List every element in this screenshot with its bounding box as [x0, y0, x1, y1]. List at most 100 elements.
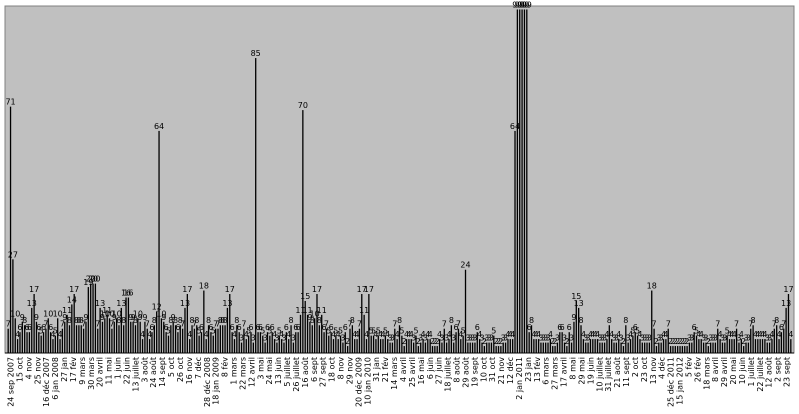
bar-value-label: 3 [543, 334, 548, 343]
bar-value-label: 9 [83, 313, 88, 322]
bar [514, 130, 516, 353]
bar-value-label: 4 [699, 330, 704, 339]
bar-value-label: 7 [666, 320, 671, 329]
bar-value-label: 7 [60, 320, 65, 329]
bar [681, 346, 684, 353]
bar-value-label: 8 [234, 316, 239, 325]
bar-value-label: 2 [402, 337, 407, 346]
bar-value-label: 8 [121, 316, 126, 325]
x-tick-label: 23 jan [524, 357, 533, 382]
bar-value-label: 16 [121, 288, 131, 297]
bar-value-label: 2 [682, 337, 687, 346]
bar [49, 332, 52, 353]
x-tick-label: 17 avril [560, 357, 569, 387]
bar [332, 339, 335, 353]
bar [104, 318, 106, 353]
bar-value-label: 4 [373, 330, 378, 339]
x-tick-label: 10 juin [738, 357, 747, 384]
x-tick-label: 8 août [453, 357, 462, 383]
bar [31, 307, 33, 353]
bar-value-label: 8 [173, 316, 178, 325]
bar [615, 342, 618, 353]
bar [295, 332, 297, 353]
bar-value-label: 8 [350, 316, 355, 325]
bar [636, 335, 639, 353]
x-tick-label: 2 sept [774, 357, 783, 382]
bar-value-label: 4 [272, 330, 277, 339]
bar [33, 294, 35, 353]
bar [339, 335, 342, 353]
bar [747, 342, 750, 353]
x-tick-label: 13 juin [274, 357, 283, 384]
bar-value-label: 4 [788, 330, 793, 339]
bar [436, 346, 438, 353]
bar-value-label: 9 [128, 313, 133, 322]
bar [191, 325, 193, 353]
bar [507, 339, 509, 353]
bar [752, 325, 754, 353]
bar-value-label: 8 [317, 316, 322, 325]
bar-value-label: 7 [772, 320, 777, 329]
bar-value-label: 5 [413, 327, 418, 336]
bar [231, 332, 233, 353]
bar [556, 342, 559, 353]
bar [165, 332, 167, 353]
bar-value-label: 5 [166, 327, 171, 336]
bar [618, 339, 620, 353]
bar-value-label: 6 [258, 323, 263, 332]
bar [108, 318, 111, 353]
bar-value-label: 2 [673, 337, 678, 346]
bar-value-label: 2 [432, 337, 437, 346]
bar-value-label: 4 [727, 330, 732, 339]
bar-value-label: 4 [548, 330, 553, 339]
bar [790, 339, 792, 353]
bar-value-label: 7 [456, 320, 461, 329]
bar [700, 339, 702, 353]
x-tick-label: 12 août [765, 357, 774, 388]
bar-value-label: 10 [53, 309, 63, 318]
bar [599, 342, 601, 353]
bar [405, 339, 408, 353]
bar-value-label: 3 [489, 334, 494, 343]
bar [276, 342, 278, 353]
bar [148, 339, 151, 353]
bar-value-label: 4 [378, 330, 383, 339]
bar [71, 304, 73, 353]
bar [745, 342, 747, 353]
bar-value-label: 6 [199, 323, 204, 332]
x-tick-label: 23 oct [640, 357, 649, 382]
x-tick-label: 17 fév [68, 357, 78, 382]
bar-value-label: 3 [484, 334, 489, 343]
bar [94, 283, 97, 353]
bar [292, 342, 295, 353]
bar-value-label: 7 [192, 320, 197, 329]
x-tick-label: 30 mars [87, 357, 96, 390]
bar [177, 332, 179, 353]
x-tick-label: 29 avril [720, 357, 729, 387]
plot-area [4, 5, 795, 354]
bar-value-label: 4 [279, 330, 284, 339]
bar-value-label: 4 [729, 330, 734, 339]
bar [613, 342, 615, 353]
bar [625, 325, 627, 353]
bar-value-label: 4 [536, 330, 541, 339]
bar [323, 332, 325, 353]
bar-value-label: 7 [357, 320, 362, 329]
bar [158, 130, 160, 353]
bar [542, 342, 544, 353]
bar [394, 328, 396, 353]
x-tick-label: 31 jan [372, 357, 381, 382]
bar-value-label: 9 [571, 313, 576, 322]
bar [297, 332, 299, 353]
bar-value-label: 4 [661, 330, 666, 339]
bar [99, 307, 101, 353]
bar-value-label: 3 [439, 334, 444, 343]
bar-value-label: 3 [642, 334, 647, 343]
bar-value-label: 19 [83, 278, 93, 287]
bar-value-label: 99 [512, 0, 522, 9]
x-tick-label: 13 nov [649, 357, 658, 385]
bar-value-label: 3 [545, 334, 550, 343]
x-tick-label: 11 mai [105, 357, 114, 385]
bar [379, 339, 382, 353]
bar [738, 342, 740, 353]
